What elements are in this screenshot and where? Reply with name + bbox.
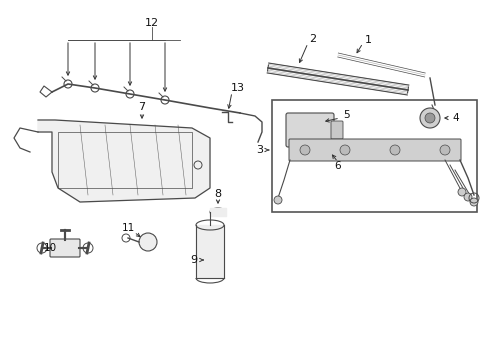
Text: 11: 11 [121,223,134,233]
FancyBboxPatch shape [50,239,80,257]
Circle shape [439,145,449,155]
Text: 10: 10 [43,243,57,253]
FancyBboxPatch shape [285,113,333,147]
Circle shape [389,145,399,155]
Text: 1: 1 [364,35,371,45]
Polygon shape [38,120,209,202]
Text: 7: 7 [138,102,145,112]
Circle shape [299,145,309,155]
Bar [271,100,476,212]
Circle shape [457,188,465,196]
Text: 4: 4 [452,113,458,123]
Text: 12: 12 [144,18,159,28]
Circle shape [424,113,434,123]
Circle shape [469,198,477,206]
Circle shape [139,233,157,251]
Text: 9: 9 [190,255,197,265]
Circle shape [339,145,349,155]
Text: 8: 8 [214,189,221,199]
Circle shape [419,108,439,128]
FancyBboxPatch shape [330,121,342,139]
Text: 13: 13 [230,83,244,93]
Text: 6: 6 [334,161,341,171]
Text: 3: 3 [256,145,263,155]
Circle shape [463,193,471,201]
Text: 2: 2 [309,34,316,44]
Circle shape [273,196,282,204]
Text: 5: 5 [342,110,348,120]
FancyBboxPatch shape [288,139,460,161]
